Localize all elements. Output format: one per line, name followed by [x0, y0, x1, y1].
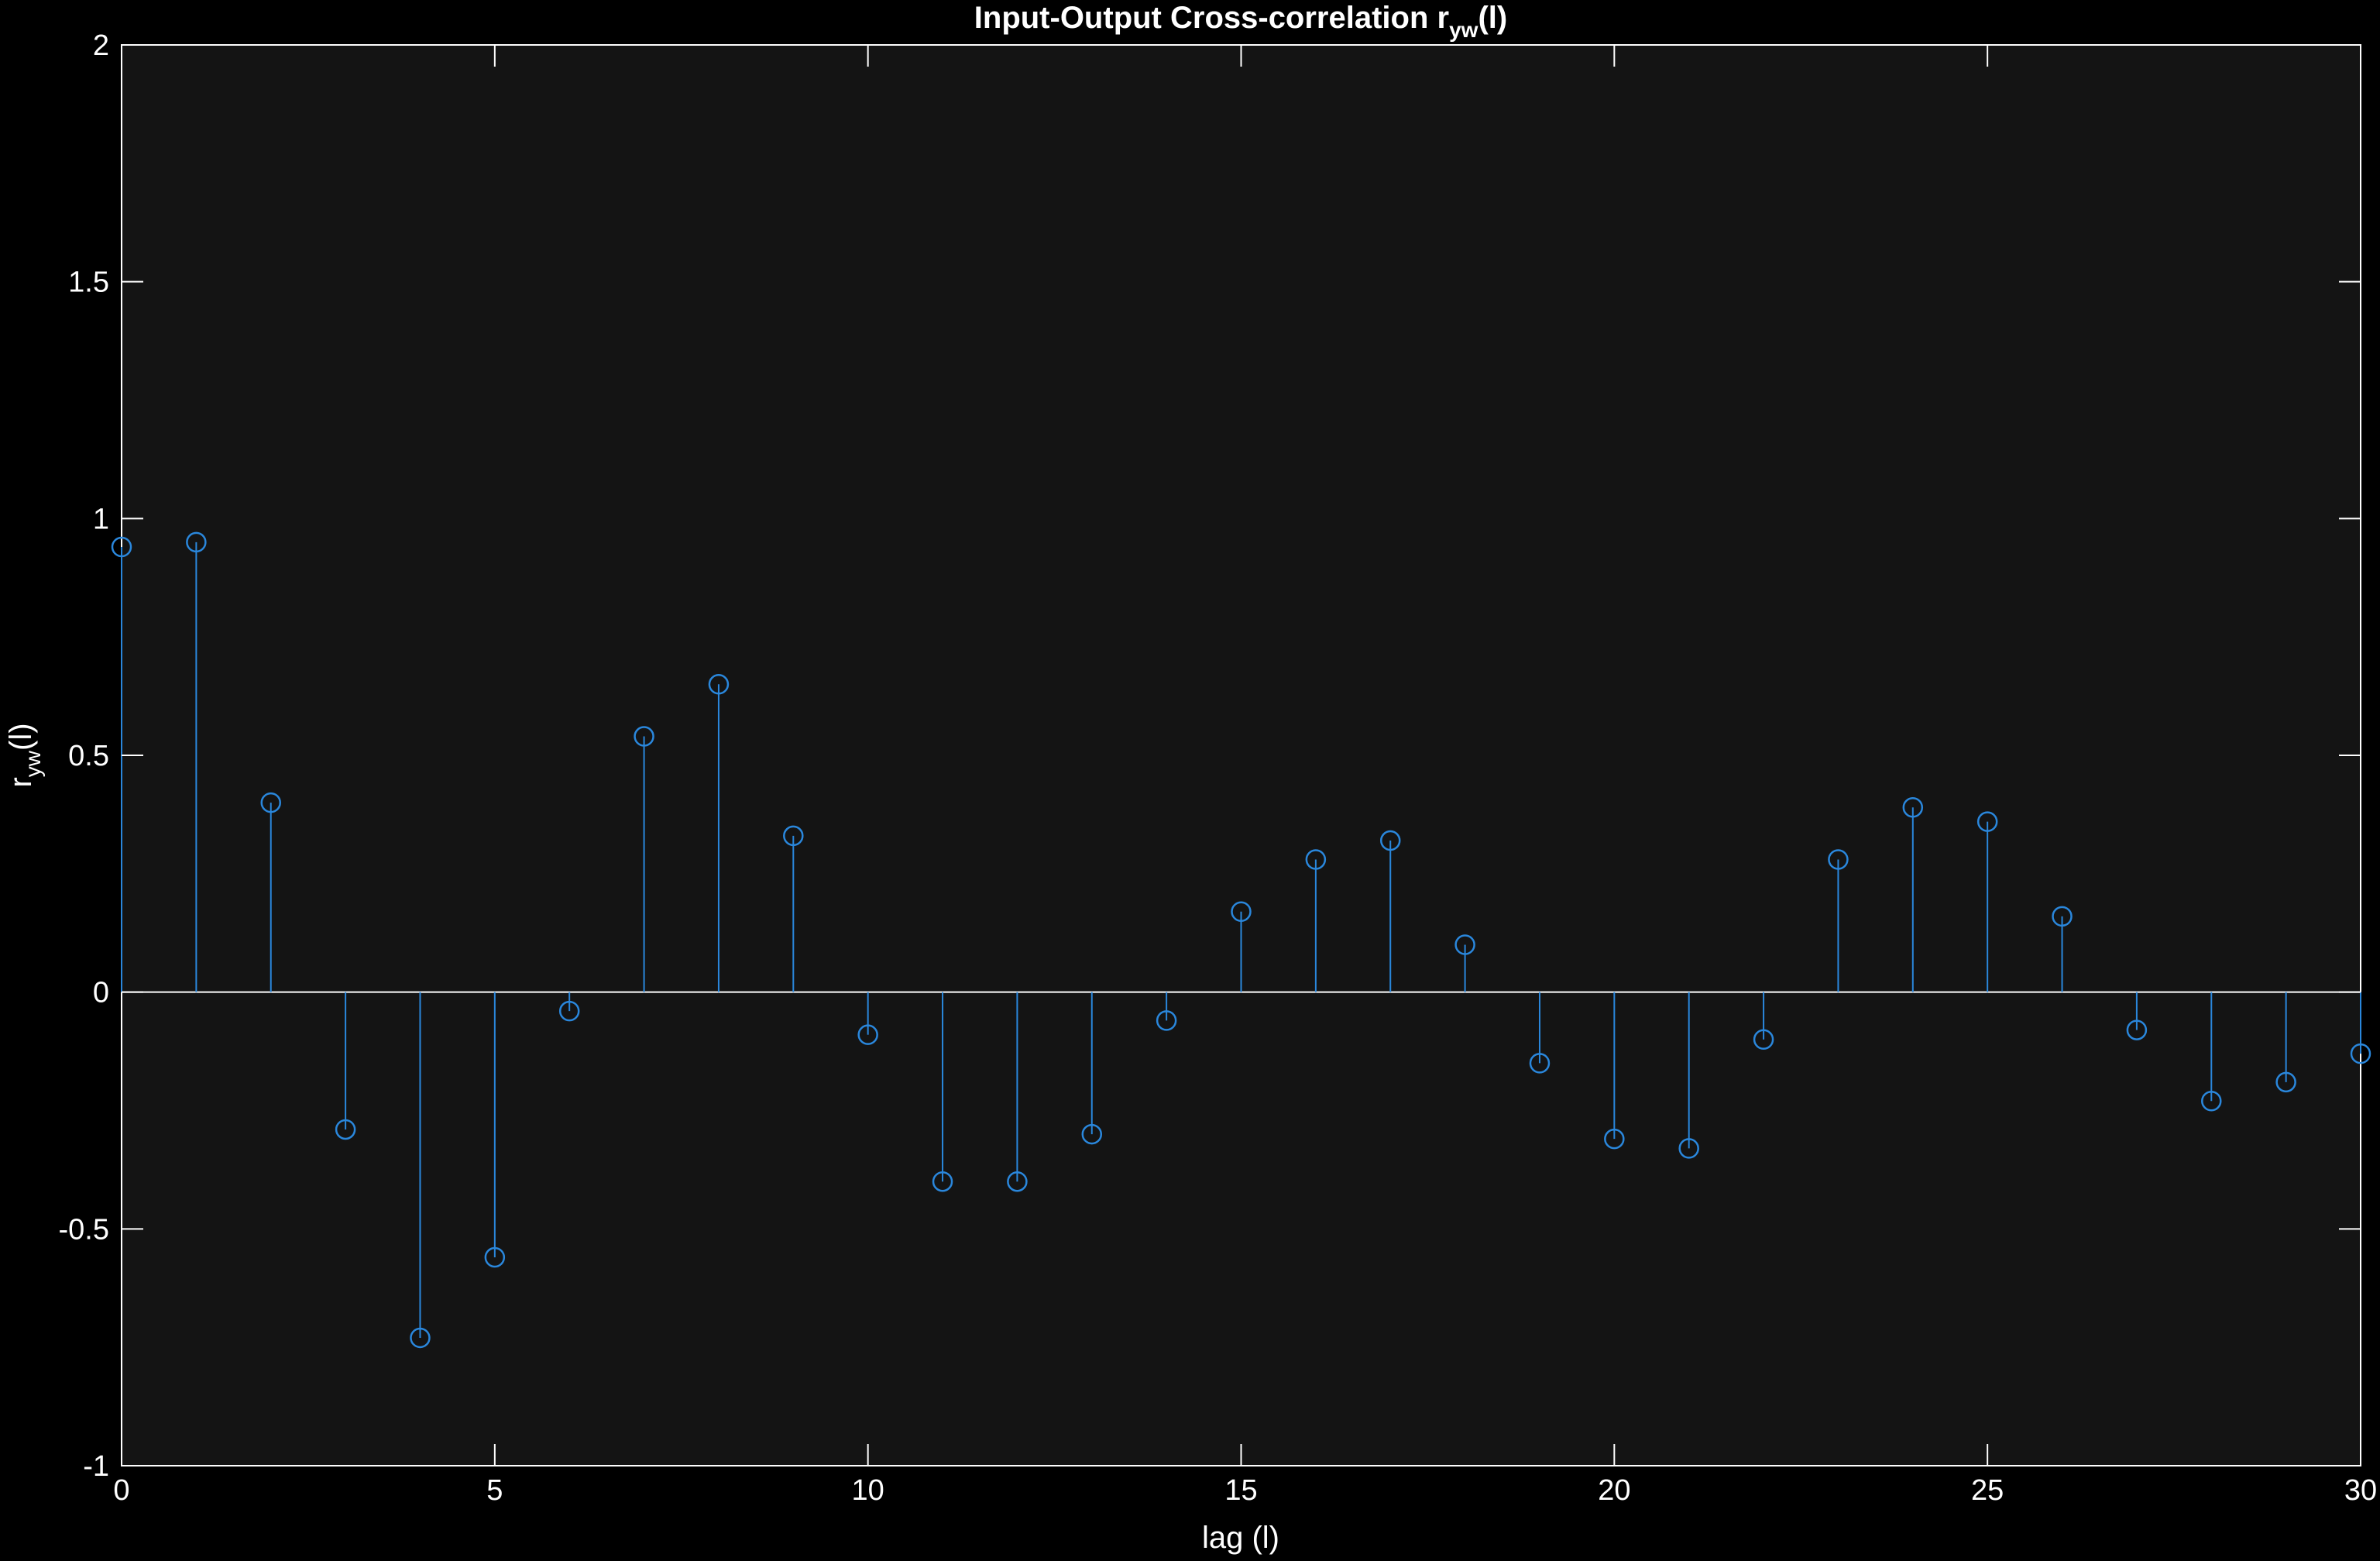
- stem-marker-12: [1007, 1171, 1028, 1192]
- y-tick-label-0: 0: [93, 977, 109, 1009]
- stem-marker-17: [1379, 830, 1401, 851]
- stem-marker-24: [1902, 796, 1924, 818]
- stem-marker-18: [1454, 934, 1475, 955]
- stem-marker-22: [1753, 1029, 1774, 1050]
- x-tick-label-25: 25: [1971, 1474, 2004, 1507]
- stem-marker-21: [1678, 1138, 1699, 1159]
- stem-marker-14: [1156, 1010, 1177, 1031]
- stem-marker-5: [484, 1246, 506, 1268]
- x-tick-label-0: 0: [113, 1474, 129, 1507]
- y-axis-label: ryw(l): [4, 723, 45, 787]
- ticks-group: 0 5 10 15 20 25 30 -1 -0.5 0 0.5 1 1.5 2: [59, 29, 2378, 1507]
- stem-marker-20: [1604, 1128, 1625, 1150]
- stem-marker-26: [2052, 906, 2073, 927]
- stem-marker-13: [1081, 1123, 1103, 1145]
- y-tick-label-0.5: 0.5: [68, 740, 109, 772]
- stem-marker-29: [2275, 1071, 2296, 1093]
- x-tick-label-15: 15: [1224, 1474, 1257, 1507]
- stem-marker-7: [634, 726, 654, 747]
- stem-marker-23: [1828, 849, 1849, 870]
- stem-marker-28: [2201, 1091, 2222, 1112]
- plot-area: [121, 44, 2361, 1466]
- stem-marker-16: [1305, 849, 1327, 870]
- stem-marker-6: [558, 1000, 580, 1022]
- stem-marker-2: [260, 792, 281, 813]
- stem-marker-4: [410, 1327, 431, 1349]
- stem-marker-8: [708, 674, 730, 695]
- stem-marker-1: [186, 531, 207, 553]
- stem-marker-11: [932, 1171, 953, 1192]
- x-axis-label: lag (l): [1202, 1521, 1279, 1555]
- stem-marker-30: [2350, 1043, 2371, 1064]
- chart-title: Input-Output Cross-correlation ryw(l): [974, 1, 1507, 42]
- stem-marker-25: [1976, 811, 1998, 832]
- y-tick-label--1: -1: [83, 1450, 109, 1483]
- stems-group: [111, 531, 2371, 1349]
- stem-marker-15: [1231, 901, 1252, 922]
- stem-marker-3: [335, 1119, 356, 1140]
- stem-marker-27: [2126, 1019, 2148, 1040]
- y-tick-label-1.5: 1.5: [68, 266, 109, 299]
- x-tick-label-5: 5: [486, 1474, 503, 1507]
- y-tick-label-1: 1: [93, 503, 109, 535]
- stem-marker-19: [1529, 1053, 1551, 1074]
- x-tick-label-30: 30: [2344, 1474, 2377, 1507]
- x-tick-label-20: 20: [1598, 1474, 1630, 1507]
- x-tick-label-10: 10: [852, 1474, 884, 1507]
- y-tick-label-2: 2: [93, 29, 109, 62]
- stem-marker-0: [111, 536, 132, 558]
- stem-marker-9: [783, 825, 804, 847]
- stem-marker-10: [857, 1024, 878, 1045]
- y-tick-label--0.5: -0.5: [59, 1213, 109, 1246]
